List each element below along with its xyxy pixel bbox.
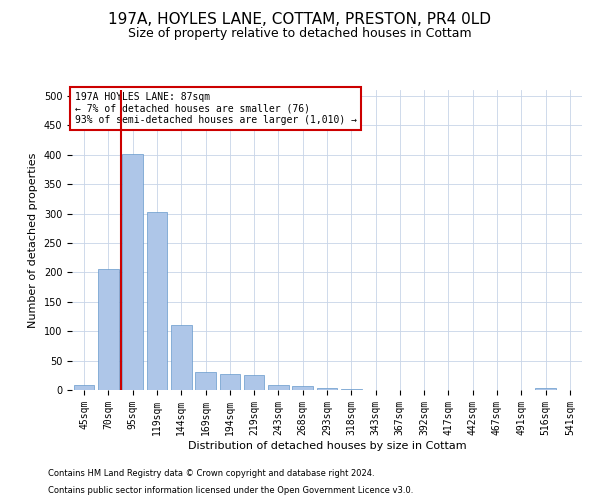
Bar bbox=[292, 386, 313, 390]
Bar bbox=[317, 388, 337, 390]
Bar bbox=[122, 154, 143, 390]
Bar bbox=[195, 372, 216, 390]
Bar bbox=[146, 212, 167, 390]
Bar bbox=[268, 386, 289, 390]
Bar bbox=[171, 324, 191, 390]
Bar bbox=[244, 376, 265, 390]
Text: 197A, HOYLES LANE, COTTAM, PRESTON, PR4 0LD: 197A, HOYLES LANE, COTTAM, PRESTON, PR4 … bbox=[109, 12, 491, 28]
Y-axis label: Number of detached properties: Number of detached properties bbox=[28, 152, 38, 328]
Bar bbox=[220, 374, 240, 390]
Bar bbox=[535, 388, 556, 390]
Text: Contains public sector information licensed under the Open Government Licence v3: Contains public sector information licen… bbox=[48, 486, 413, 495]
Text: 197A HOYLES LANE: 87sqm
← 7% of detached houses are smaller (76)
93% of semi-det: 197A HOYLES LANE: 87sqm ← 7% of detached… bbox=[74, 92, 356, 124]
Bar bbox=[98, 270, 119, 390]
Bar bbox=[74, 386, 94, 390]
Bar bbox=[341, 389, 362, 390]
Text: Contains HM Land Registry data © Crown copyright and database right 2024.: Contains HM Land Registry data © Crown c… bbox=[48, 468, 374, 477]
X-axis label: Distribution of detached houses by size in Cottam: Distribution of detached houses by size … bbox=[188, 440, 466, 450]
Text: Size of property relative to detached houses in Cottam: Size of property relative to detached ho… bbox=[128, 28, 472, 40]
